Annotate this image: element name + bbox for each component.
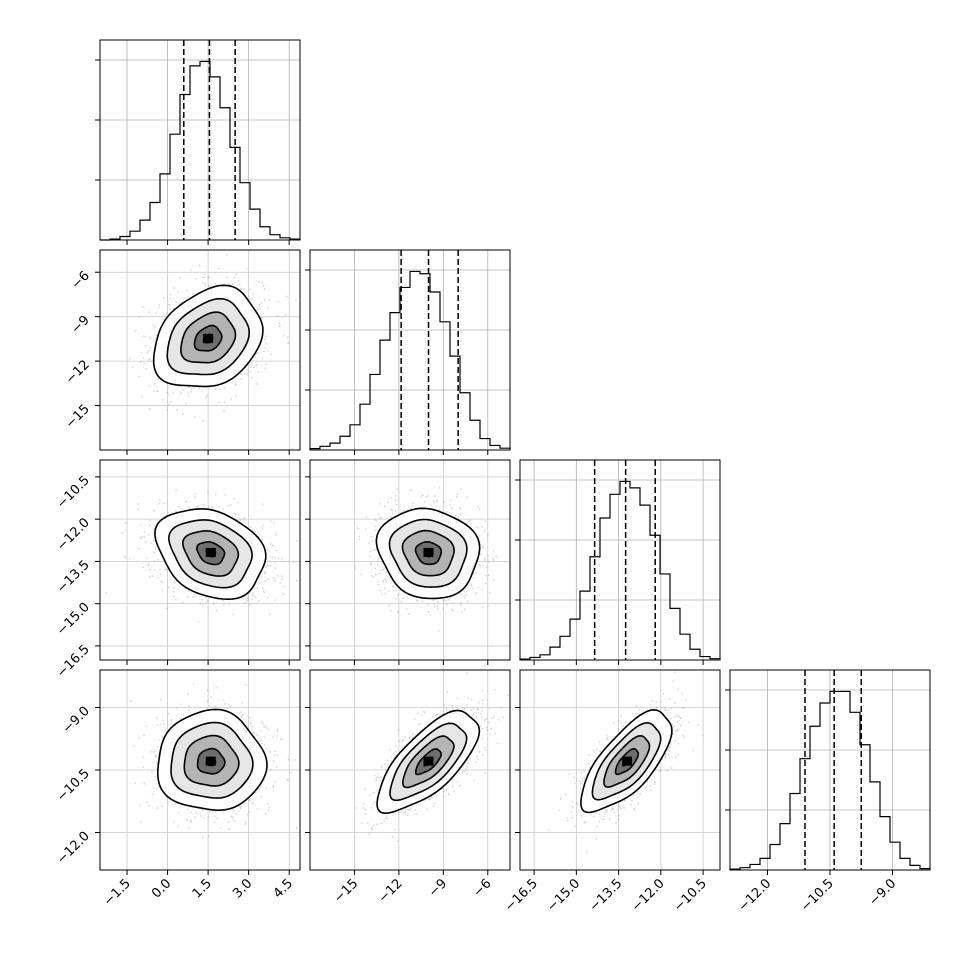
histogram-panel-1 [305, 249, 511, 455]
histogram-step-1 [309, 270, 511, 450]
x-tick-label: −1.5 [101, 876, 134, 909]
contour-line-1 [591, 721, 662, 801]
density-peak [203, 333, 214, 343]
scatter-panel-1-0 [95, 249, 301, 455]
contour-line-3 [414, 541, 443, 566]
contour-line-0 [152, 284, 264, 388]
density-peak [423, 547, 434, 557]
contour-line-2 [603, 734, 651, 788]
scatter-panel-2-0 [95, 459, 301, 665]
panel-content [100, 460, 300, 660]
x-tick-label: −12.0 [629, 876, 668, 915]
contour-line-1 [168, 519, 253, 589]
panel-frame [519, 459, 721, 661]
x-tick-label: −12 [376, 876, 406, 906]
histogram-step-2 [519, 480, 721, 660]
y-tick-label: −9 [69, 313, 93, 337]
histogram-panel-0 [95, 39, 301, 245]
scatter-panel-2-1 [305, 459, 511, 665]
contour-line-3 [196, 747, 226, 775]
contour-line-2 [401, 529, 455, 577]
panel-frame [309, 249, 511, 451]
contour-line-1 [170, 721, 254, 799]
contour-line-3 [614, 747, 640, 776]
y-tick-label: −6 [69, 268, 93, 292]
y-tick-label: −15.0 [54, 600, 93, 639]
panel-frame [99, 459, 301, 661]
x-tick-label: −15 [331, 876, 361, 906]
panel-frame [99, 249, 301, 451]
contour-line-0 [580, 708, 673, 814]
x-tick-label: 3.0 [230, 876, 255, 901]
x-tick-label: 0.0 [149, 876, 174, 901]
x-tick-label: 4.5 [271, 876, 296, 901]
x-tick-label: −12.0 [736, 876, 775, 915]
panel-frame [309, 459, 511, 661]
y-tick-label: −10.5 [54, 473, 93, 512]
density-peak [423, 756, 434, 766]
contour-line-1 [389, 722, 468, 802]
contour-line-1 [166, 297, 251, 376]
contour-line-0 [157, 708, 268, 812]
y-tick-label: −12.0 [54, 829, 93, 868]
contour-line-1 [388, 518, 468, 588]
histogram-step-0 [100, 60, 301, 241]
contour-line-3 [195, 541, 226, 566]
scatter-panel-3-2 [515, 669, 721, 875]
contour-line-3 [193, 324, 223, 352]
density-peak [622, 756, 633, 766]
x-tick-label: 1.5 [190, 876, 215, 901]
contour-line-2 [182, 530, 240, 577]
y-tick-label: −12 [63, 357, 93, 387]
density-peak [205, 547, 216, 557]
contour-line-3 [414, 748, 442, 776]
x-tick-label: −10.5 [798, 876, 837, 915]
panel-content [310, 670, 510, 870]
y-tick-label: −10.5 [54, 766, 93, 805]
y-tick-label: −9.0 [60, 704, 93, 737]
panel-content [100, 250, 300, 450]
contour-line-2 [180, 311, 237, 364]
y-tick-label: −15 [63, 402, 93, 432]
contour-line-0 [375, 507, 481, 600]
scatter-panel-3-1 [305, 669, 511, 875]
histogram-panel-2 [515, 459, 721, 665]
panel-content [100, 670, 300, 870]
x-tick-label: −9 [426, 876, 450, 900]
contour-line-0 [154, 508, 267, 601]
density-peak [205, 756, 216, 766]
contour-line-2 [401, 735, 455, 789]
x-tick-label: −15.0 [544, 876, 583, 915]
x-tick-label: −16.5 [502, 876, 541, 915]
y-tick-label: −13.5 [54, 558, 93, 597]
histogram-step-3 [729, 690, 931, 870]
x-tick-label: −6 [470, 876, 494, 900]
x-tick-label: −9.0 [866, 876, 899, 909]
x-tick-label: −13.5 [587, 876, 626, 915]
histogram-panel-3 [725, 669, 931, 875]
y-tick-label: −12.0 [54, 515, 93, 554]
panel-frame [99, 39, 301, 241]
y-tick-label: −16.5 [54, 642, 93, 681]
x-tick-label: −10.5 [671, 876, 710, 915]
contour-line-0 [376, 709, 481, 815]
panel-content [520, 670, 720, 870]
panel-content [310, 460, 510, 660]
scatter-panel-3-0 [95, 669, 301, 875]
contour-line-2 [183, 734, 240, 787]
